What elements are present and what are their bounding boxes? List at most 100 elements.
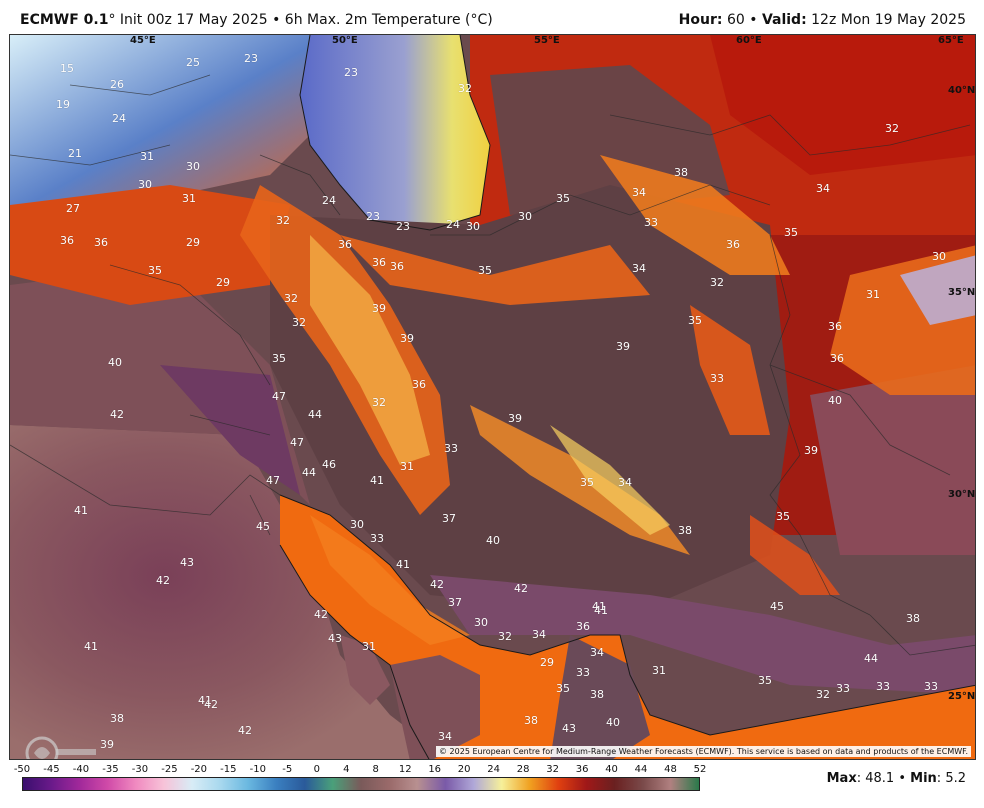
copyright-notice: © 2025 European Centre for Medium-Range …	[436, 746, 971, 757]
temperature-value: 33	[370, 532, 384, 545]
temperature-value: 23	[244, 52, 258, 65]
temperature-value: 37	[448, 596, 462, 609]
temperature-value: 47	[290, 436, 304, 449]
colorbar	[22, 777, 700, 791]
colorbar-tick-label: -30	[131, 764, 149, 775]
colorbar-tick-label: 44	[634, 764, 648, 775]
temperature-value: 46	[322, 458, 336, 471]
temperature-value: 35	[784, 226, 798, 239]
temperature-value: 34	[532, 628, 546, 641]
temperature-value: 40	[108, 356, 122, 369]
temperature-value: 23	[344, 66, 358, 79]
temperature-value: 36	[94, 236, 108, 249]
temperature-value: 36	[828, 320, 842, 333]
temperature-value: 27	[66, 202, 80, 215]
temperature-value: 40	[606, 716, 620, 729]
temperature-value: 32	[710, 276, 724, 289]
temperature-value: 41	[370, 474, 384, 487]
temperature-value: 32	[498, 630, 512, 643]
temperature-value: 37	[442, 512, 456, 525]
min-value: 5.2	[945, 771, 966, 786]
lat-35-label: 35°N	[948, 287, 976, 298]
temperature-value: 33	[924, 680, 938, 693]
temperature-value: 33	[876, 680, 890, 693]
colorbar-tick-label: 0	[313, 764, 320, 775]
temperature-value: 30	[932, 250, 946, 263]
model-name: ECMWF 0.1	[20, 12, 109, 28]
temperature-value: 36	[60, 234, 74, 247]
colorbar-tick-label: -50	[13, 764, 31, 775]
temperature-value: 38	[110, 712, 124, 725]
temperature-value: 35	[580, 476, 594, 489]
temperature-value: 31	[866, 288, 880, 301]
colorbar-tick-label: 12	[398, 764, 412, 775]
temperature-value: 36	[372, 256, 386, 269]
lon-65-label: 65°E	[938, 35, 964, 46]
temperature-value: 23	[396, 220, 410, 233]
weatherbell-logo	[24, 735, 104, 759]
colorbar-tick-label: 8	[372, 764, 379, 775]
temperature-value: 31	[400, 460, 414, 473]
temperature-value: 45	[770, 600, 784, 613]
temperature-value: 36	[726, 238, 740, 251]
colorbar-tick-label: 4	[343, 764, 350, 775]
temperature-value: 44	[302, 466, 316, 479]
header-bar: ECMWF 0.1° Init 00z 17 May 2025 • 6h Max…	[0, 0, 984, 34]
colorbar-tick-label: -20	[190, 764, 208, 775]
temperature-value: 41	[198, 694, 212, 707]
temperature-value: 33	[576, 666, 590, 679]
temperature-value: 23	[366, 210, 380, 223]
temperature-value: 35	[556, 682, 570, 695]
lon-45-label: 45°E	[130, 35, 156, 46]
colorbar-tick-label: 36	[575, 764, 589, 775]
temperature-value: 38	[524, 714, 538, 727]
temperature-value: 35	[556, 192, 570, 205]
colorbar-tick-label: 48	[664, 764, 677, 775]
stats-separator: •	[898, 771, 906, 786]
temperature-value: 31	[140, 150, 154, 163]
temperature-value: 40	[828, 394, 842, 407]
lon-60-label: 60°E	[736, 35, 762, 46]
temperature-value: 39	[804, 444, 818, 457]
colorbar-tick-label: 28	[516, 764, 530, 775]
temperature-value: 39	[372, 302, 386, 315]
lon-50-label: 50°E	[332, 35, 358, 46]
temperature-value: 33	[444, 442, 458, 455]
map-background	[10, 35, 975, 759]
temperature-value: 43	[562, 722, 576, 735]
temperature-value: 32	[292, 316, 306, 329]
temperature-value: 34	[618, 476, 632, 489]
temperature-value: 30	[138, 178, 152, 191]
temperature-value: 33	[644, 216, 658, 229]
temperature-value: 30	[350, 518, 364, 531]
temperature-value: 31	[652, 664, 666, 677]
temperature-value: 41	[84, 640, 98, 653]
colorbar-tick-label: -5	[282, 764, 293, 775]
colorbar-tick-label: -25	[161, 764, 178, 775]
temperature-value: 40	[486, 534, 500, 547]
colorbar-tick-label: 16	[428, 764, 442, 775]
temperature-value: 35	[758, 674, 772, 687]
lon-55-label: 55°E	[534, 35, 560, 46]
temperature-value: 42	[110, 408, 124, 421]
lat-30-label: 30°N	[948, 489, 976, 500]
temperature-value: 33	[836, 682, 850, 695]
temperature-value: 33	[710, 372, 724, 385]
valid-info: Hour: 60 • Valid: 12z Mon 19 May 2025	[679, 12, 966, 28]
temperature-value: 31	[362, 640, 376, 653]
colorbar-tick-label: 20	[457, 764, 471, 775]
temperature-value: 34	[632, 262, 646, 275]
lat-40-label: 40°N	[948, 85, 976, 96]
temperature-value: 42	[238, 724, 252, 737]
colorbar-tick-label: 24	[487, 764, 501, 775]
temperature-map[interactable]: 45°E 50°E 55°E 60°E 65°E 40°N 35°N 30°N …	[9, 34, 976, 760]
colorbar-tick-label: 40	[605, 764, 618, 775]
temperature-value: 41	[74, 504, 88, 517]
lat-25-label: 25°N	[948, 691, 976, 702]
temperature-value: 36	[338, 238, 352, 251]
temperature-value: 36	[830, 352, 844, 365]
temperature-value: 32	[816, 688, 830, 701]
temperature-value: 32	[372, 396, 386, 409]
map-title: ECMWF 0.1° Init 00z 17 May 2025 • 6h Max…	[20, 12, 493, 28]
temperature-value: 39	[100, 738, 114, 751]
